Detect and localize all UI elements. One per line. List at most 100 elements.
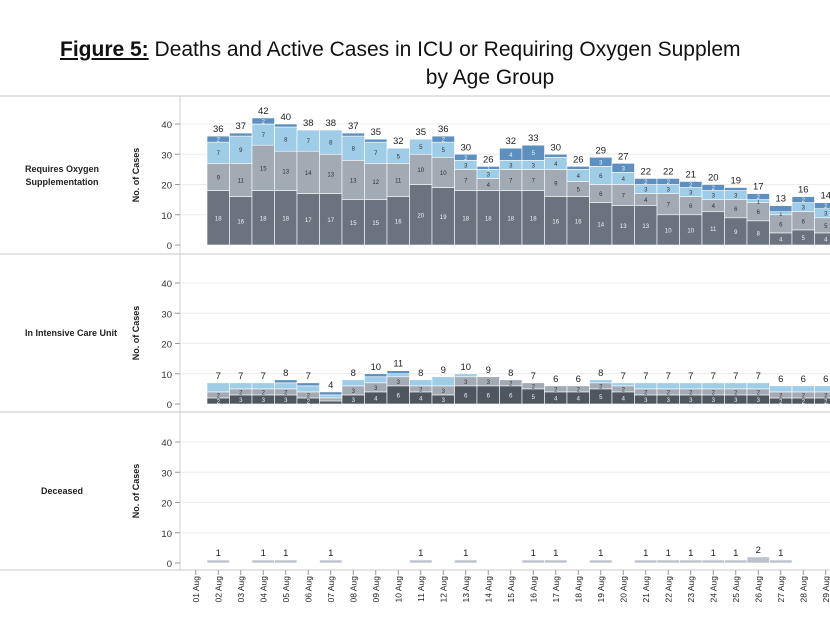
segment-label: 4 [644, 198, 648, 204]
bar-total-label: 26 [573, 154, 584, 165]
y-tick-label: 10 [161, 370, 172, 381]
bar-total-label: 7 [216, 371, 221, 382]
y-tick-label: 0 [167, 400, 172, 411]
segment-label: 18 [530, 216, 537, 222]
segment-label: 2 [824, 204, 828, 210]
y-tick-label: 30 [161, 468, 172, 479]
segment-label: 4 [487, 183, 491, 189]
x-tick-label: 26 Aug [753, 576, 763, 603]
segment-label: 2 [217, 399, 221, 405]
bar-total-label: 22 [640, 166, 651, 177]
bar-total-label: 30 [550, 142, 561, 153]
bar-total-label: 36 [213, 124, 224, 135]
x-tick-label: 01 Aug [191, 576, 201, 603]
x-tick-label: 10 Aug [393, 576, 403, 603]
segment-label: 1 [757, 200, 761, 206]
x-tick-label: 18 Aug [573, 576, 583, 603]
bar-segment [386, 370, 410, 375]
segment-label: 2 [734, 390, 738, 396]
segment-label: 4 [779, 237, 783, 243]
segment-label: 7 [262, 133, 266, 139]
segment-label: 3 [712, 194, 716, 200]
bar-total-label: 38 [303, 118, 314, 129]
bar-total-label: 1 [643, 548, 648, 559]
bar-total-label: 1 [711, 548, 716, 559]
segment-label: 2 [712, 186, 716, 192]
bar-total-label: 1 [463, 548, 468, 559]
y-tick-label: 20 [161, 499, 172, 510]
segment-label: 6 [464, 393, 468, 399]
y-axis-title: No. of Cases [131, 464, 141, 519]
bar-segment [791, 196, 815, 203]
segment-label: 2 [554, 387, 558, 393]
segment-label: 4 [824, 237, 828, 243]
segment-label: 3 [532, 163, 536, 169]
segment-label: 18 [260, 216, 267, 222]
segment-label: 2 [802, 198, 806, 204]
segment-label: 7 [532, 178, 536, 184]
bar-total-label: 16 [798, 185, 809, 196]
bar-segment [611, 163, 635, 173]
segment-label: 2 [779, 393, 783, 399]
x-tick-label: 29 Aug [821, 576, 830, 603]
y-tick-label: 0 [167, 559, 172, 570]
bar-total-label: 8 [508, 368, 513, 379]
segment-label: 3 [352, 398, 356, 404]
x-tick-label: 12 Aug [438, 576, 448, 603]
bar-segment [724, 559, 748, 564]
bar-total-label: 8 [283, 368, 288, 379]
bar-total-label: 1 [688, 548, 693, 559]
bar-total-label: 8 [351, 368, 356, 379]
bar-total-label: 36 [438, 124, 449, 135]
segment-label: 2 [802, 393, 806, 399]
bar-segment [544, 559, 568, 564]
segment-label: 16 [575, 219, 582, 225]
segment-label: 13 [350, 178, 357, 184]
segment-label: 3 [644, 398, 648, 404]
bar-segment [364, 373, 388, 378]
bar-segment [814, 232, 830, 246]
segment-label: 13 [620, 224, 627, 230]
segment-label: 15 [350, 221, 357, 227]
segment-label: 2 [689, 183, 693, 189]
segment-label: 5 [397, 154, 401, 160]
segment-label: 3 [239, 398, 243, 404]
x-tick-label: 13 Aug [461, 576, 471, 603]
segment-label: 14 [597, 222, 604, 228]
segment-label: 4 [577, 396, 581, 402]
segment-label: 2 [802, 399, 806, 405]
segment-label: 2 [599, 384, 603, 390]
segment-label: 19 [440, 215, 447, 221]
segment-label: 16 [395, 219, 402, 225]
segment-label: 3 [464, 380, 468, 386]
bar-total-label: 7 [643, 371, 648, 382]
bar-segment [319, 394, 343, 399]
bar-segment [521, 559, 545, 564]
bar-total-label: 8 [418, 368, 423, 379]
bar-segment [296, 385, 320, 393]
segment-label: 8 [329, 141, 333, 147]
segment-label: 6 [509, 393, 513, 399]
segment-label: 2 [217, 138, 221, 144]
segment-label: 3 [352, 389, 356, 395]
segment-label: 3 [622, 166, 626, 172]
bar-total-label: 7 [531, 371, 536, 382]
bar-segment [746, 382, 770, 390]
segment-label: 10 [665, 228, 672, 234]
segment-label: 4 [554, 396, 558, 402]
bar-total-label: 29 [595, 145, 606, 156]
bar-total-label: 7 [756, 371, 761, 382]
bar-segment [634, 382, 658, 390]
figure-title-text: Deaths and Active Cases in ICU or Requir… [154, 38, 741, 61]
segment-label: 9 [217, 175, 221, 181]
x-tick-label: 20 Aug [618, 576, 628, 603]
segment-label: 2 [419, 387, 423, 393]
bar-segment [724, 382, 748, 390]
segment-label: 5 [824, 224, 828, 230]
segment-label: 6 [487, 393, 491, 399]
bar-total-label: 7 [688, 371, 693, 382]
segment-label: 3 [824, 212, 828, 218]
segment-label: 20 [417, 213, 424, 219]
bar-total-label: 1 [733, 548, 738, 559]
bar-segment [454, 153, 478, 161]
